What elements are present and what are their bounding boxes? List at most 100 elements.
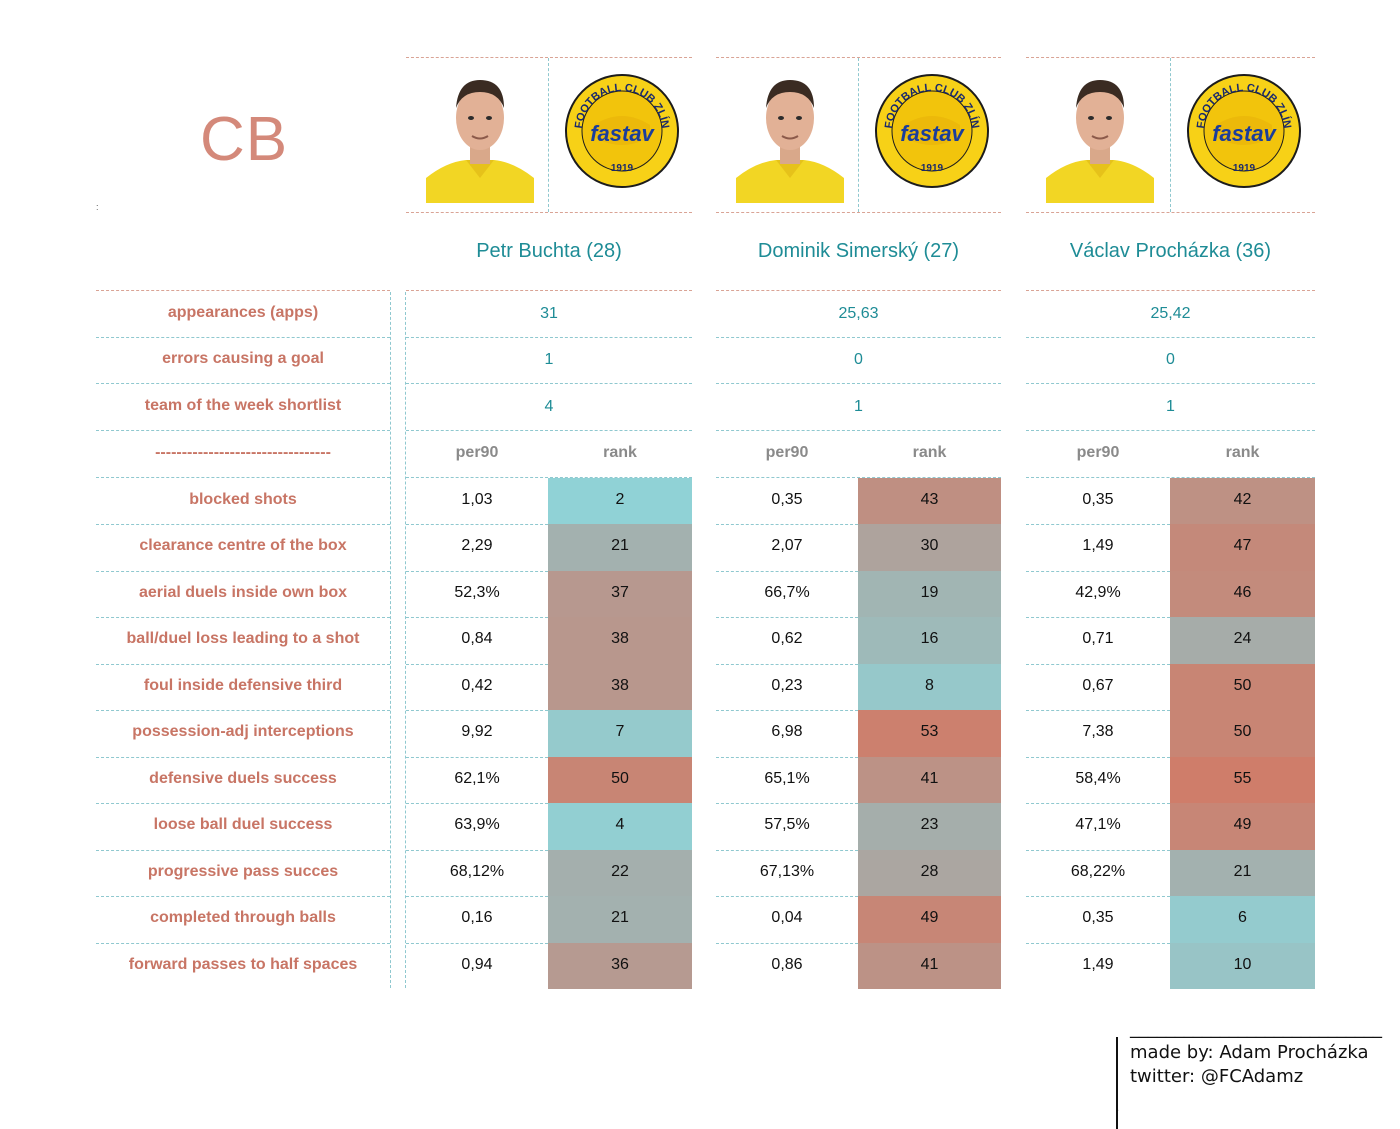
player-name: Dominik Simerský (27): [757, 240, 960, 262]
rank-cell: [858, 663, 1001, 710]
divider-line: [716, 756, 858, 758]
divider-line: [96, 430, 390, 431]
credit-bar: [1116, 1037, 1118, 1129]
divider-line: [1026, 57, 1315, 58]
metric-label: blocked shots: [189, 490, 297, 508]
player-photo: [1046, 66, 1154, 203]
divider-line: [406, 803, 548, 804]
divider-line: [1026, 570, 1170, 572]
divider-line: [405, 292, 406, 988]
credit-twitter: twitter: @FCAdamz: [1130, 1066, 1304, 1087]
rank-value: 49: [1233, 816, 1252, 833]
rank-cell: [1170, 803, 1315, 850]
rank-cell: [1170, 663, 1315, 710]
divider-line: [1026, 896, 1170, 897]
club-logo-icon: FOOTBALL CLUB ZLÍN fastav 1919: [1186, 73, 1302, 189]
per90-value: 65,1%: [764, 769, 810, 787]
metric-label: loose ball duel success: [153, 816, 333, 833]
rank-value: 21: [611, 909, 629, 926]
divider-line: [406, 337, 692, 338]
rank-cell: [548, 896, 692, 943]
rank-cell: [1170, 756, 1315, 803]
rank-cell: [548, 617, 692, 664]
svg-text:1919: 1919: [1233, 163, 1256, 174]
per90-value: 0,35: [771, 490, 803, 508]
rank-cell: [1170, 617, 1315, 664]
rank-cell: [1170, 896, 1315, 943]
rank-value: 19: [920, 583, 939, 601]
per90-value: 7,38: [1082, 723, 1114, 740]
rank-cell: [548, 477, 692, 524]
rank-value: 42: [1233, 490, 1252, 508]
divider-line: [716, 942, 858, 944]
summary-value: 0: [854, 351, 863, 368]
rank-cell: [548, 803, 692, 850]
divider-line: [406, 663, 548, 665]
rank-cell: [1170, 849, 1315, 896]
divider-line: [716, 430, 1001, 431]
divider-line: [716, 849, 858, 851]
rank-value: 24: [1233, 630, 1252, 647]
metric-label: foul inside defensive third: [143, 676, 343, 694]
divider-line: [858, 58, 859, 212]
divider-line: [406, 896, 548, 897]
per90-value: 0,35: [1082, 490, 1114, 508]
divider-line: [96, 290, 390, 291]
divider-line: [406, 290, 692, 291]
divider-line: [716, 663, 858, 665]
player-photo: [426, 66, 534, 203]
per90-value: 52,3%: [454, 583, 500, 601]
divider-line: [406, 710, 548, 711]
divider-line: [1026, 710, 1170, 711]
divider-line: [406, 756, 548, 758]
club-logo-icon: FOOTBALL CLUB ZLÍN fastav 1919: [874, 73, 990, 189]
divider-line: [406, 570, 548, 572]
divider-line: [1026, 849, 1170, 851]
rank-cell: [1170, 477, 1315, 524]
metric-label: defensive duels success: [149, 769, 337, 787]
divider-line: [96, 803, 390, 804]
per90-value: 67,13%: [759, 862, 815, 880]
summary-value: 25,42: [1150, 305, 1191, 322]
rank-value: 47: [1233, 537, 1252, 554]
rank-value: 28: [920, 862, 939, 880]
divider-line: [406, 524, 548, 525]
divider-line: [406, 212, 692, 213]
per90-value: 0,42: [461, 676, 493, 694]
row-label: errors causing a goal: [162, 350, 324, 367]
rank-value: 38: [611, 676, 629, 694]
divider-line: [716, 524, 858, 525]
rank-cell: [858, 524, 1001, 571]
rank-cell: [858, 570, 1001, 617]
divider-line: [96, 896, 390, 897]
divider-line: [716, 337, 1001, 338]
rank-value: 23: [920, 816, 939, 833]
rank-cell: [1170, 942, 1315, 989]
divider-line: [1170, 58, 1171, 212]
tiny-mark: :: [96, 202, 99, 212]
divider-line: [1026, 617, 1170, 618]
rank-value: 4: [615, 816, 625, 833]
rank-value: 21: [1233, 862, 1252, 880]
divider-line: [1026, 212, 1315, 213]
rank-header: rank: [912, 444, 947, 461]
credit-rule: ____________________________: [1130, 1018, 1382, 1039]
per90-value: 66,7%: [764, 583, 810, 601]
per90-value: 0,71: [1082, 630, 1114, 647]
divider-line: [716, 710, 858, 711]
per90-value: 0,16: [461, 909, 493, 926]
divider-line: [406, 942, 548, 944]
divider-line: [96, 337, 390, 338]
per90-value: 1,49: [1082, 537, 1114, 554]
per90-value: 1,03: [461, 490, 493, 508]
rank-cell: [858, 477, 1001, 524]
divider-line: [1026, 942, 1170, 944]
divider-line: [1026, 756, 1170, 758]
per90-value: 6,98: [771, 723, 803, 740]
per90-value: 63,9%: [454, 816, 500, 833]
rank-header: rank: [1225, 444, 1260, 461]
divider-line: [716, 383, 1001, 384]
divider-line: [716, 896, 858, 897]
rank-value: 10: [1233, 955, 1252, 973]
rank-value: 43: [920, 490, 939, 508]
